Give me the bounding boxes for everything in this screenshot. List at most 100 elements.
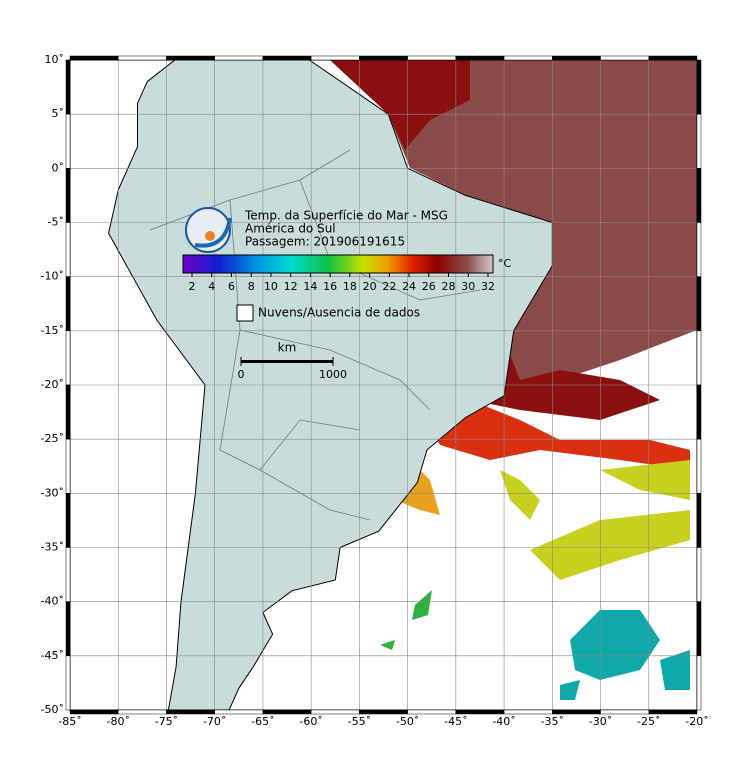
colorbar-label: 24 xyxy=(402,280,416,293)
colorbar-label: 10 xyxy=(264,280,278,293)
lon-label: -65˚ xyxy=(251,715,274,728)
legend-box: Temp. da Superfície do Mar - MSG América… xyxy=(182,207,512,381)
title-line: América do Sul xyxy=(245,222,336,236)
frame-segment xyxy=(65,330,71,386)
frame-segment xyxy=(65,655,71,711)
lat-label: -15˚ xyxy=(41,324,64,337)
lon-label: -85˚ xyxy=(58,715,81,728)
frame-segment xyxy=(600,709,650,715)
frame-segment xyxy=(696,113,702,169)
scale-bar: 0 1000 xyxy=(238,357,347,381)
lon-label: -50˚ xyxy=(396,715,419,728)
scale-unit: km xyxy=(278,341,297,355)
lat-label: -35˚ xyxy=(41,541,64,554)
lat-label: -20˚ xyxy=(41,378,64,391)
colorbar-label: 22 xyxy=(382,280,396,293)
frame-segment xyxy=(696,547,702,602)
lat-label: 5˚ xyxy=(52,107,65,120)
frame-segment xyxy=(166,709,215,715)
colorbar-label: 12 xyxy=(284,280,298,293)
lon-label: -45˚ xyxy=(444,715,467,728)
frame-segment xyxy=(552,709,601,715)
frame-segment xyxy=(117,709,167,715)
frame-segment xyxy=(262,709,312,715)
colorbar-label: 4 xyxy=(208,280,215,293)
colorbar-label: 18 xyxy=(343,280,357,293)
frame-segment xyxy=(65,384,71,440)
logo-dot xyxy=(205,231,215,241)
lat-label: -25˚ xyxy=(41,432,64,445)
frame-segment xyxy=(503,709,553,715)
map-body xyxy=(70,60,697,710)
sst-red xyxy=(330,60,660,420)
frame-segment xyxy=(359,709,408,715)
lon-label: -55˚ xyxy=(348,715,371,728)
colorbar-label: 32 xyxy=(481,280,495,293)
frame-segment xyxy=(696,384,702,440)
frame-segment xyxy=(310,55,360,61)
lon-label: -20˚ xyxy=(685,715,708,728)
lon-label: -40˚ xyxy=(492,715,515,728)
colorbar-label: 14 xyxy=(303,280,317,293)
scale-bar-body xyxy=(241,360,333,363)
lat-label: -45˚ xyxy=(41,649,64,662)
frame-segment xyxy=(648,709,698,715)
ticks: -85˚ -80˚ -75˚ -70˚ -65˚ -60˚ -55˚ -50˚ -45˚ -40˚… xyxy=(41,53,709,728)
frame-segment xyxy=(65,222,71,277)
frame-segment xyxy=(696,276,702,332)
frame-segment xyxy=(359,55,408,61)
frame-segment xyxy=(696,330,702,386)
frame-segment xyxy=(696,222,702,277)
frame-segment xyxy=(117,55,167,61)
lon-label: -70˚ xyxy=(203,715,226,728)
lon-label: -75˚ xyxy=(155,715,178,728)
lon-label: -35˚ xyxy=(541,715,564,728)
frame-segment xyxy=(69,709,119,715)
frame-segment xyxy=(503,55,553,61)
frame-segment xyxy=(65,438,71,494)
colorbar-unit: °C xyxy=(498,257,512,270)
colorbar-label: 2 xyxy=(189,280,196,293)
lon-label: -80˚ xyxy=(106,715,129,728)
frame-segment xyxy=(65,493,71,548)
frame-segment xyxy=(407,709,457,715)
lat-label: -30˚ xyxy=(41,486,64,499)
frame-segment xyxy=(262,55,312,61)
title-line: Temp. da Superfície do Mar - MSG xyxy=(244,209,448,223)
frame-segment xyxy=(65,547,71,602)
frame-segment xyxy=(696,601,702,657)
colorbar xyxy=(182,254,494,274)
frame-segment xyxy=(696,438,702,494)
grid xyxy=(70,60,697,710)
colorbar-ticks: 2 4 6 8 10 12 14 16 18 20 22 24 26 28 30 32 xyxy=(189,273,495,293)
logo-arrow xyxy=(194,217,232,248)
lat-label: 0˚ xyxy=(52,161,65,174)
lon-label: -30˚ xyxy=(589,715,612,728)
lat-label: -40˚ xyxy=(41,595,64,608)
lat-label: -10˚ xyxy=(41,270,64,283)
lat-label: -5˚ xyxy=(48,216,64,229)
frame-segment xyxy=(696,168,702,223)
frame-segment xyxy=(65,168,71,223)
frame-segment xyxy=(648,55,698,61)
legend-swatch xyxy=(236,304,254,322)
colorbar-label: 26 xyxy=(422,280,436,293)
frame-segment xyxy=(65,59,71,115)
sst-orange xyxy=(420,400,690,470)
frame-segment xyxy=(65,276,71,332)
frame-segment xyxy=(65,601,71,657)
frame-segment xyxy=(214,55,264,61)
frame-segment xyxy=(696,59,702,115)
colorbar-label: 8 xyxy=(248,280,255,293)
sst-lime xyxy=(500,460,690,580)
frame-segment xyxy=(696,655,702,711)
colorbar-label: 6 xyxy=(228,280,235,293)
colorbar-label: 30 xyxy=(461,280,475,293)
lat-label: -50˚ xyxy=(41,703,64,716)
colorbar-label: 16 xyxy=(323,280,337,293)
lon-label: -60˚ xyxy=(299,715,322,728)
frame-segment xyxy=(407,55,457,61)
frame-segment xyxy=(455,55,505,61)
